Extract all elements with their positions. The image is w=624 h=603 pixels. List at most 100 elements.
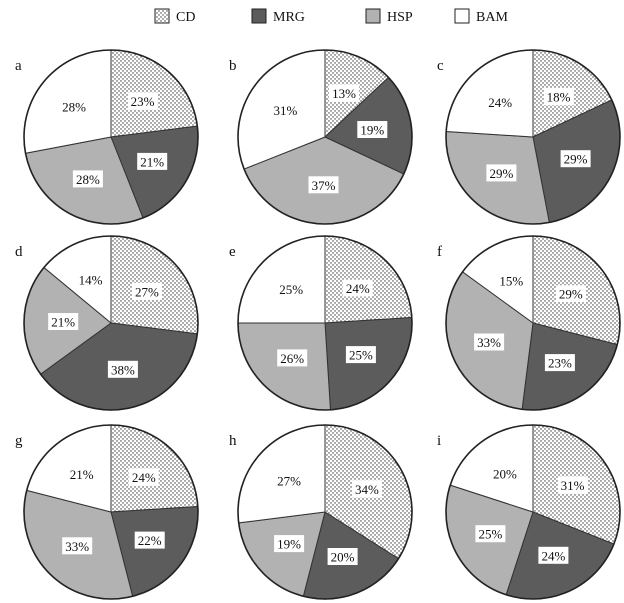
data-label-b-hsp: 37%	[308, 176, 339, 194]
data-label-d-mrg: 38%	[107, 360, 138, 378]
pie-outline-d	[23, 235, 199, 411]
svg-text:31%: 31%	[273, 103, 297, 118]
legend-entry-mrg: MRG	[251, 8, 305, 25]
pie-outline-c	[445, 49, 621, 225]
svg-text:25%: 25%	[349, 348, 373, 363]
svg-text:33%: 33%	[65, 539, 89, 554]
svg-text:29%: 29%	[564, 152, 588, 167]
svg-text:23%: 23%	[131, 94, 155, 109]
data-label-e-cd: 24%	[342, 279, 373, 297]
svg-text:13%: 13%	[332, 86, 356, 101]
data-label-a-cd: 23%	[127, 92, 158, 110]
svg-text:20%: 20%	[331, 550, 355, 565]
slice-e-hsp	[237, 322, 331, 411]
pie-panel-e: e 24% 25% 26% 25%	[229, 235, 413, 411]
pie-panel-f: f 29% 23% 33% 15%	[437, 235, 621, 411]
svg-text:24%: 24%	[541, 548, 565, 563]
pie-panel-c: c 18% 29% 29% 24%	[437, 49, 621, 225]
slice-e-bam	[237, 235, 326, 324]
pie-outline-g	[23, 424, 199, 600]
panel-label-d: d	[15, 244, 23, 260]
data-label-a-bam: 28%	[59, 98, 90, 115]
legend-label-hsp: HSP	[387, 10, 413, 25]
panel-label-e: e	[229, 244, 236, 260]
data-label-i-bam: 20%	[489, 464, 520, 482]
panel-label-h: h	[229, 433, 237, 449]
data-label-c-bam: 24%	[485, 93, 516, 111]
pie-panel-g: g 24% 22% 33% 21%	[15, 424, 199, 600]
svg-text:28%: 28%	[62, 100, 86, 115]
svg-text:21%: 21%	[51, 315, 75, 330]
data-label-d-hsp: 21%	[48, 313, 79, 330]
data-label-e-hsp: 26%	[277, 349, 308, 367]
data-label-a-hsp: 28%	[72, 170, 103, 188]
svg-text:34%: 34%	[355, 482, 379, 497]
slice-g-cd	[110, 424, 199, 513]
data-label-f-cd: 29%	[555, 285, 586, 303]
svg-text:24%: 24%	[132, 470, 156, 485]
data-label-f-hsp: 33%	[474, 333, 505, 351]
data-label-h-cd: 34%	[351, 480, 382, 498]
legend-swatch-mrg	[251, 8, 267, 24]
legend-label-bam: BAM	[476, 10, 508, 25]
data-label-d-bam: 14%	[75, 271, 106, 289]
svg-text:25%: 25%	[478, 527, 502, 542]
svg-text:25%: 25%	[279, 282, 303, 297]
pie-outline-e	[237, 235, 413, 411]
data-label-c-hsp: 29%	[486, 164, 517, 182]
panel-label-a: a	[15, 58, 22, 74]
data-label-i-cd: 31%	[557, 476, 588, 494]
data-label-c-mrg: 29%	[560, 150, 591, 168]
slice-e-cd	[324, 235, 413, 324]
svg-text:24%: 24%	[488, 95, 512, 110]
svg-text:24%: 24%	[346, 281, 370, 296]
legend-entry-cd: CD	[154, 8, 195, 25]
svg-text:18%: 18%	[547, 90, 571, 105]
pie-panel-h: h 34% 20% 19% 27%	[229, 424, 413, 600]
svg-text:14%: 14%	[79, 273, 103, 288]
svg-text:21%: 21%	[140, 154, 164, 169]
svg-text:27%: 27%	[135, 284, 159, 299]
pie-outline-a	[23, 49, 199, 225]
legend-entry-bam: BAM	[454, 8, 508, 25]
data-label-e-bam: 25%	[276, 280, 307, 298]
slice-c-bam	[445, 49, 534, 138]
data-label-h-hsp: 19%	[274, 535, 305, 553]
data-label-d-cd: 27%	[131, 282, 162, 300]
data-label-b-bam: 31%	[270, 101, 301, 119]
data-label-e-mrg: 25%	[345, 346, 376, 364]
legend: CD MRG HSP BAM	[154, 8, 508, 25]
legend-label-cd: CD	[176, 10, 195, 25]
svg-text:19%: 19%	[360, 123, 384, 138]
pie-outline-i	[445, 424, 621, 600]
pie-outline-f	[445, 235, 621, 411]
legend-swatch-hsp	[365, 8, 381, 24]
legend-entry-hsp: HSP	[365, 8, 413, 25]
svg-text:19%: 19%	[277, 537, 301, 552]
pie-panel-d: d 27% 38% 21% 14%	[15, 235, 199, 411]
pie-panel-b: b 13% 19% 37% 31%	[229, 49, 413, 225]
svg-text:37%: 37%	[312, 178, 336, 193]
panel-label-g: g	[15, 433, 23, 449]
panel-label-c: c	[437, 58, 444, 74]
data-label-g-mrg: 22%	[134, 531, 165, 549]
data-label-g-hsp: 33%	[62, 537, 93, 555]
pie-outline-h	[237, 424, 413, 600]
data-label-h-bam: 27%	[274, 471, 305, 489]
data-label-g-cd: 24%	[128, 468, 159, 486]
svg-text:33%: 33%	[477, 335, 501, 350]
svg-text:26%: 26%	[280, 351, 304, 366]
legend-swatch-bam	[454, 8, 470, 24]
legend-label-mrg: MRG	[273, 10, 305, 25]
legend-swatch-cd	[154, 8, 170, 24]
data-label-b-cd: 13%	[329, 84, 359, 102]
data-label-a-mrg: 21%	[137, 152, 168, 170]
data-label-i-hsp: 25%	[475, 525, 506, 543]
pie-panel-a: a 23% 21% 28% 28%	[15, 49, 199, 225]
data-label-c-cd: 18%	[543, 88, 574, 106]
svg-text:28%: 28%	[76, 172, 100, 187]
svg-text:21%: 21%	[70, 467, 94, 482]
svg-text:20%: 20%	[493, 466, 517, 481]
svg-text:31%: 31%	[561, 478, 585, 493]
data-label-f-bam: 15%	[496, 271, 527, 289]
